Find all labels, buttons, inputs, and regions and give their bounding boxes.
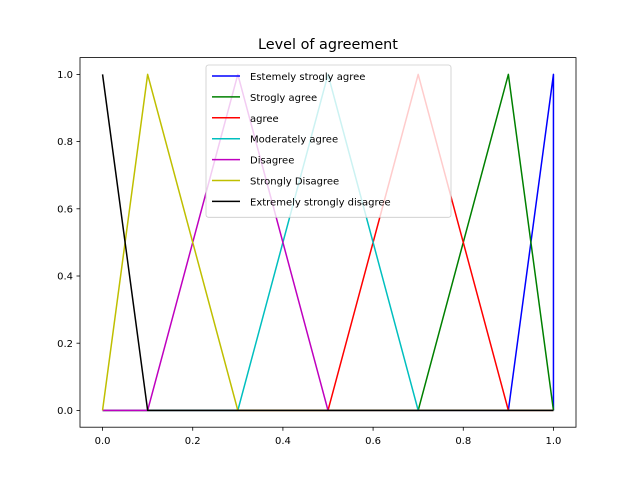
chart-title: Level of agreement [258, 37, 398, 53]
legend-label: Extremely strongly disagree [250, 197, 391, 208]
y-tick-label: 0.2 [57, 339, 73, 350]
legend: Estemely strogly agree Strogly agree agree… [205, 64, 452, 218]
y-axis: 0.0 0.2 0.4 0.6 0.8 1.0 [57, 70, 80, 417]
plot-frame [79, 57, 577, 428]
y-tick-label: 0.6 [57, 204, 73, 215]
legend-label: Disagree [250, 156, 294, 167]
y-tick-label: 0.4 [57, 272, 73, 283]
x-axis: 0.0 0.2 0.4 0.6 0.8 1.0 [95, 427, 562, 447]
y-tick-label: 0.8 [57, 137, 73, 148]
x-tick-label: 0.0 [95, 436, 111, 447]
legend-label: Estemely strogly agree [250, 72, 365, 83]
x-tick-label: 1.0 [546, 436, 562, 447]
y-tick-label: 1.0 [57, 70, 73, 81]
x-tick-label: 0.8 [455, 436, 471, 447]
x-tick-label: 0.2 [185, 436, 201, 447]
legend-label: Moderately agree [250, 135, 338, 146]
legend-frame [205, 64, 452, 218]
legend-label: Strongly Disagree [250, 177, 339, 188]
y-tick-label: 0.0 [57, 406, 73, 417]
legend-label: Strogly agree [250, 93, 317, 104]
series-line-6 [101, 74, 554, 412]
legend-label: agree [250, 114, 279, 125]
x-tick-label: 0.6 [365, 436, 381, 447]
x-tick-label: 0.4 [275, 436, 291, 447]
